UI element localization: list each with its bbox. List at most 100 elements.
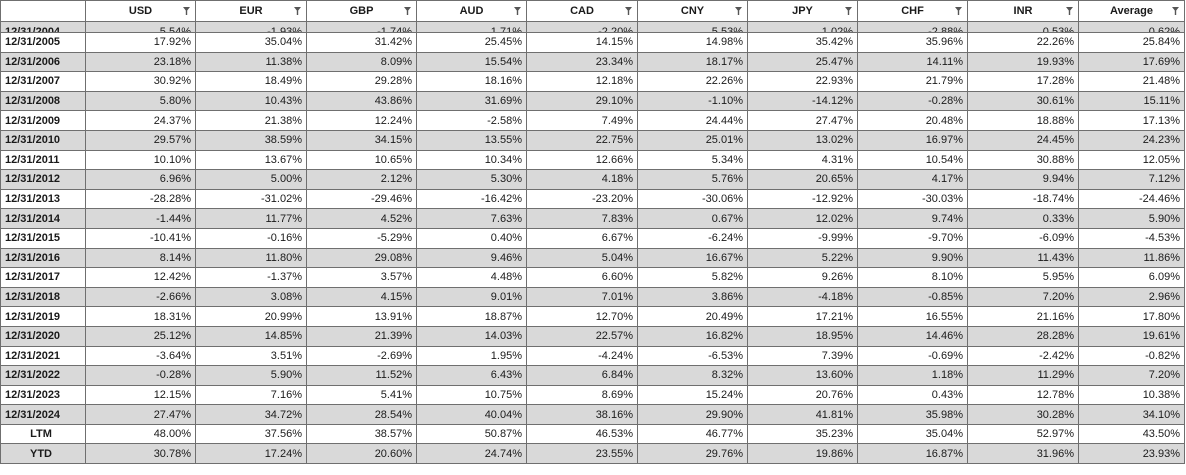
data-cell: 9.46%: [416, 247, 527, 269]
data-cell: 18.88%: [967, 110, 1079, 131]
data-cell: 19.61%: [1078, 325, 1185, 347]
data-cell: 12.66%: [526, 149, 638, 171]
data-cell: 18.31%: [85, 306, 196, 327]
table-row: 12/31/2005 17.92% 35.04% 31.42% 25.45% 14.15%…: [0, 32, 1185, 53]
data-cell: 8.32%: [637, 365, 748, 386]
data-cell: 19.86%: [747, 443, 858, 465]
data-cell: 46.77%: [637, 423, 748, 445]
column-header-usd[interactable]: USD: [85, 0, 196, 22]
data-cell: 23.55%: [526, 443, 638, 465]
data-cell: 35.23%: [747, 423, 858, 445]
row-label: 12/31/2019: [0, 306, 86, 327]
data-cell: 23.18%: [85, 51, 196, 73]
filter-icon[interactable]: [514, 7, 521, 15]
data-cell: 29.10%: [526, 90, 638, 112]
data-cell: 24.74%: [416, 443, 527, 465]
data-cell: -1.93%: [195, 21, 307, 33]
data-cell: 11.80%: [195, 247, 307, 269]
data-cell: -0.28%: [857, 90, 968, 112]
column-header-gbp[interactable]: GBP: [306, 0, 417, 22]
table-row: 12/31/2016 8.14% 11.80% 29.08% 9.46% 5.04% 16.…: [0, 247, 1185, 269]
table-row: 12/31/2020 25.12% 14.85% 21.39% 14.03% 22.57%…: [0, 325, 1185, 347]
data-cell: -31.02%: [195, 188, 307, 210]
data-cell: 35.04%: [195, 32, 307, 53]
data-cell: 18.49%: [195, 71, 307, 92]
data-cell: 7.12%: [1078, 169, 1185, 190]
row-label: LTM: [0, 423, 86, 445]
column-header-average[interactable]: Average: [1078, 0, 1185, 22]
filter-icon[interactable]: [294, 7, 301, 15]
row-label: 12/31/2004: [0, 21, 86, 33]
data-cell: 12.42%: [85, 267, 196, 288]
column-header-chf[interactable]: CHF: [857, 0, 968, 22]
row-label: 12/31/2018: [0, 286, 86, 308]
column-header-inr[interactable]: INR: [967, 0, 1079, 22]
table-row: 12/31/2004 5.54% -1.93% -1.74% 1.71% -2.20% 5.…: [0, 21, 1185, 33]
filter-icon[interactable]: [735, 7, 742, 15]
table-body: 12/31/2004 5.54% -1.93% -1.74% 1.71% -2.20% 5.…: [0, 21, 1185, 465]
data-cell: -2.69%: [306, 345, 417, 367]
data-cell: 22.57%: [526, 325, 638, 347]
filter-icon[interactable]: [625, 7, 632, 15]
data-cell: 9.74%: [857, 208, 968, 229]
data-cell: -4.18%: [747, 286, 858, 308]
filter-icon[interactable]: [1066, 7, 1073, 15]
data-cell: 5.00%: [195, 169, 307, 190]
data-cell: -1.37%: [195, 267, 307, 288]
data-cell: -28.28%: [85, 188, 196, 210]
data-cell: -5.29%: [306, 227, 417, 249]
data-cell: 38.57%: [306, 423, 417, 445]
column-header-aud[interactable]: AUD: [416, 0, 527, 22]
data-cell: 18.17%: [637, 51, 748, 73]
data-cell: 2.12%: [306, 169, 417, 190]
column-header-eur[interactable]: EUR: [195, 0, 307, 22]
column-header-jpy[interactable]: JPY: [747, 0, 858, 22]
row-label: 12/31/2008: [0, 90, 86, 112]
data-cell: 5.41%: [306, 384, 417, 406]
filter-icon[interactable]: [1172, 7, 1179, 15]
data-cell: 15.24%: [637, 384, 748, 406]
data-cell: 25.47%: [747, 51, 858, 73]
column-header-cny[interactable]: CNY: [637, 0, 748, 22]
filter-icon[interactable]: [955, 7, 962, 15]
data-cell: 0.62%: [1078, 21, 1185, 33]
row-label: 12/31/2013: [0, 188, 86, 210]
filter-icon[interactable]: [404, 7, 411, 15]
row-label: 12/31/2020: [0, 325, 86, 347]
data-cell: -6.53%: [637, 345, 748, 367]
data-cell: 43.50%: [1078, 423, 1185, 445]
filter-icon[interactable]: [183, 7, 190, 15]
data-cell: 18.16%: [416, 71, 527, 92]
data-cell: 12.18%: [526, 71, 638, 92]
row-label: 12/31/2021: [0, 345, 86, 367]
data-cell: -0.82%: [1078, 345, 1185, 367]
data-cell: 10.54%: [857, 149, 968, 171]
data-cell: 12.05%: [1078, 149, 1185, 171]
filter-icon[interactable]: [845, 7, 852, 15]
data-cell: 0.67%: [637, 208, 748, 229]
data-cell: 22.26%: [637, 71, 748, 92]
table-row: 12/31/2006 23.18% 11.38% 8.09% 15.54% 23.34% 1…: [0, 51, 1185, 73]
data-cell: 21.38%: [195, 110, 307, 131]
data-cell: 29.90%: [637, 404, 748, 425]
column-header-cad[interactable]: CAD: [526, 0, 638, 22]
data-cell: 6.84%: [526, 365, 638, 386]
data-cell: -2.88%: [857, 21, 968, 33]
data-cell: 17.80%: [1078, 306, 1185, 327]
data-cell: 7.83%: [526, 208, 638, 229]
data-cell: 0.40%: [416, 227, 527, 249]
row-label: 12/31/2023: [0, 384, 86, 406]
row-label: 12/31/2012: [0, 169, 86, 190]
data-cell: -0.85%: [857, 286, 968, 308]
table-row: 12/31/2018 -2.66% 3.08% 4.15% 9.01% 7.01% 3.86…: [0, 286, 1185, 308]
data-cell: -14.12%: [747, 90, 858, 112]
data-cell: 11.52%: [306, 365, 417, 386]
data-cell: 18.95%: [747, 325, 858, 347]
data-cell: 18.87%: [416, 306, 527, 327]
data-cell: 30.78%: [85, 443, 196, 465]
table-row: 12/31/2007 30.92% 18.49% 29.28% 18.16% 12.18%…: [0, 71, 1185, 92]
data-cell: 8.14%: [85, 247, 196, 269]
data-cell: 20.99%: [195, 306, 307, 327]
table-row: 12/31/2015 -10.41% -0.16% -5.29% 0.40% 6.67% -…: [0, 227, 1185, 249]
data-cell: -23.20%: [526, 188, 638, 210]
